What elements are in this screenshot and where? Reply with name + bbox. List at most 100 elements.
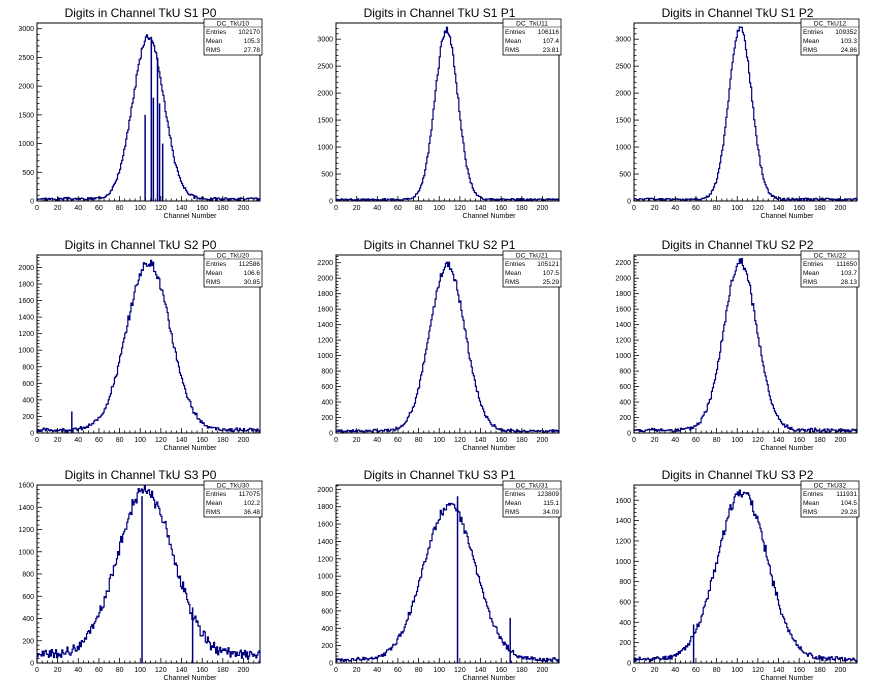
x-tick-label: 20 xyxy=(54,667,62,674)
x-tick-label: 80 xyxy=(415,667,423,674)
stats-value: 106.6 xyxy=(244,270,261,277)
y-tick-label: 1200 xyxy=(615,338,631,345)
x-tick-label: 40 xyxy=(671,205,679,212)
stats-label: Mean xyxy=(803,270,820,277)
stats-value: 104.5 xyxy=(841,500,858,507)
y-tick-label: 1500 xyxy=(615,118,631,125)
stats-name: DC_TkU31 xyxy=(516,483,549,490)
stats-label: Entries xyxy=(505,491,526,498)
y-tick-label: 1600 xyxy=(317,307,333,314)
plot-frame xyxy=(335,22,560,202)
histogram-panel: Digits in Channel TkU S2 P2 0 20 40 60 80 100 1… xyxy=(615,238,860,452)
x-tick-label: 140 xyxy=(176,437,188,444)
y-tick-label: 0 xyxy=(30,431,34,438)
stats-label: RMS xyxy=(505,509,520,516)
y-tick-label: 400 xyxy=(22,397,34,404)
x-tick-label: 20 xyxy=(54,205,62,212)
x-tick-label: 100 xyxy=(731,437,743,444)
y-tick-label: 200 xyxy=(321,643,333,650)
x-tick-label: 200 xyxy=(537,205,549,212)
histogram-spike xyxy=(156,57,159,201)
histogram-spike xyxy=(71,411,73,433)
histogram-spike xyxy=(692,624,695,663)
stats-value: 24.86 xyxy=(841,47,858,54)
stats-name: DC_TkU32 xyxy=(814,483,847,490)
y-tick-label: 500 xyxy=(22,170,34,177)
x-tick-label: 200 xyxy=(238,205,250,212)
stats-name: DC_TkU10 xyxy=(217,21,250,28)
histogram-line xyxy=(36,484,261,663)
x-tick-label: 20 xyxy=(651,667,659,674)
stats-value: 27.78 xyxy=(244,47,261,54)
histogram-panel: Digits in Channel TkU S3 P1 0 20 40 60 80 100 1… xyxy=(317,468,562,682)
y-tick-label: 1000 xyxy=(317,145,333,152)
stats-value: 103.7 xyxy=(841,270,858,277)
chart-title: Digits in Channel TkU S2 P2 xyxy=(662,238,814,252)
x-axis-label: Channel Number xyxy=(164,213,218,220)
y-tick-label: 1600 xyxy=(317,522,333,529)
histogram-line xyxy=(335,502,560,663)
y-tick-label: 1400 xyxy=(615,518,631,525)
stats-value: 106116 xyxy=(538,29,560,36)
x-tick-label: 120 xyxy=(752,437,764,444)
stats-value: 28.13 xyxy=(841,279,858,286)
y-tick-label: 500 xyxy=(619,172,631,179)
histogram-spike xyxy=(150,36,153,202)
y-tick-label: 200 xyxy=(619,415,631,422)
stats-value: 105121 xyxy=(537,261,559,268)
y-tick-label: 800 xyxy=(619,369,631,376)
x-tick-label: 160 xyxy=(196,667,208,674)
histogram-spike xyxy=(456,496,459,663)
y-tick-label: 400 xyxy=(22,616,34,623)
x-axis-label: Channel Number xyxy=(761,213,815,220)
x-tick-label: 180 xyxy=(516,667,528,674)
x-tick-label: 120 xyxy=(454,205,466,212)
stats-value: 34.09 xyxy=(543,509,560,516)
x-tick-label: 80 xyxy=(415,205,423,212)
y-tick-label: 500 xyxy=(321,172,333,179)
y-tick-label: 1500 xyxy=(317,118,333,125)
y-tick-label: 2500 xyxy=(18,55,34,62)
stats-label: RMS xyxy=(206,47,221,54)
chart-title: Digits in Channel TkU S3 P0 xyxy=(65,468,217,482)
x-tick-label: 60 xyxy=(95,205,103,212)
stats-label: Entries xyxy=(206,29,227,36)
x-tick-label: 160 xyxy=(495,437,507,444)
stats-label: Mean xyxy=(206,500,223,507)
y-tick-label: 600 xyxy=(321,608,333,615)
x-tick-label: 80 xyxy=(116,205,124,212)
x-tick-label: 100 xyxy=(134,205,146,212)
x-tick-label: 160 xyxy=(793,667,805,674)
y-tick-label: 1000 xyxy=(18,348,34,355)
histogram-spike xyxy=(161,143,164,201)
y-tick-label: 1200 xyxy=(615,538,631,545)
stats-label: Mean xyxy=(505,500,522,507)
stats-label: Entries xyxy=(803,261,824,268)
stats-name: DC_TkU21 xyxy=(516,253,549,260)
x-tick-label: 160 xyxy=(793,205,805,212)
y-tick-label: 1400 xyxy=(18,315,34,322)
x-tick-label: 0 xyxy=(334,667,338,674)
x-tick-label: 200 xyxy=(537,667,549,674)
x-tick-label: 60 xyxy=(394,667,402,674)
stats-label: Mean xyxy=(206,38,223,45)
x-tick-label: 0 xyxy=(35,205,39,212)
y-tick-label: 1400 xyxy=(18,505,34,512)
y-tick-label: 800 xyxy=(619,579,631,586)
chart-title: Digits in Channel TkU S2 P1 xyxy=(364,238,516,252)
x-tick-label: 40 xyxy=(373,205,381,212)
x-tick-label: 40 xyxy=(373,437,381,444)
x-tick-label: 20 xyxy=(353,437,361,444)
x-tick-label: 100 xyxy=(433,667,445,674)
stats-label: Entries xyxy=(505,29,526,36)
x-tick-label: 100 xyxy=(134,437,146,444)
x-tick-label: 60 xyxy=(394,205,402,212)
stats-value: 107.4 xyxy=(543,38,560,45)
y-tick-label: 0 xyxy=(329,431,333,438)
y-tick-label: 1600 xyxy=(615,307,631,314)
x-axis-label: Channel Number xyxy=(164,675,218,682)
y-tick-label: 0 xyxy=(30,199,34,206)
plot-frame xyxy=(36,22,261,202)
histogram-panel: Digits in Channel TkU S1 P2 0 20 40 60 80 100 1… xyxy=(615,6,860,220)
x-axis-label: Channel Number xyxy=(463,675,517,682)
